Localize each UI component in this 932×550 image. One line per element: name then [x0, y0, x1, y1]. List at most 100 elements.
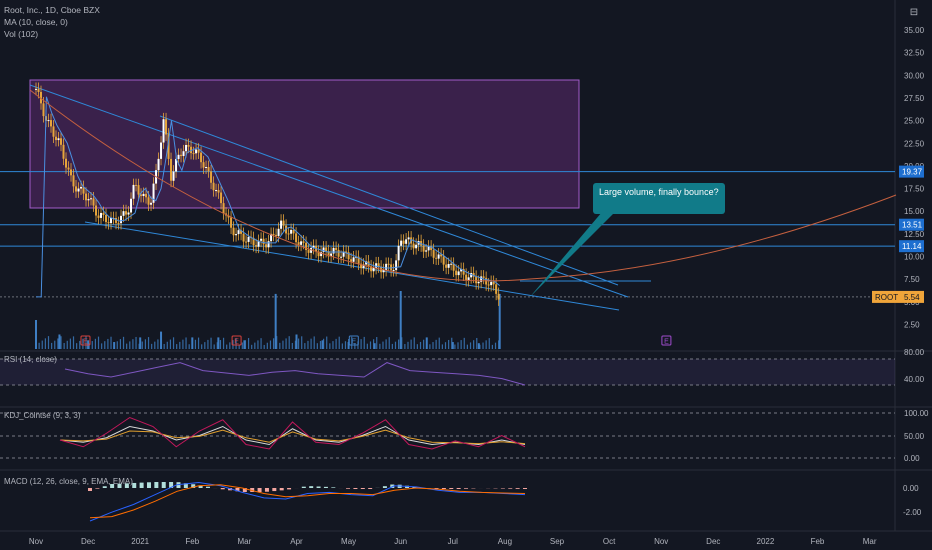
macd-axis-tick: 0.00 — [903, 484, 919, 493]
volume-bar — [107, 338, 109, 349]
volume-bar — [322, 338, 325, 349]
candle-body — [160, 142, 163, 159]
candle-body — [400, 240, 403, 246]
macd-histogram-bar — [434, 488, 439, 489]
candle-body — [467, 277, 470, 281]
candle-body — [317, 251, 320, 257]
candle-body — [245, 241, 248, 243]
macd-histogram-bar — [169, 482, 174, 488]
price-axis-tick: 30.00 — [904, 71, 925, 80]
trendline-lower — [84, 221, 620, 311]
candle-body — [302, 241, 305, 243]
time-axis-tick: Jun — [394, 537, 407, 546]
volume-bar — [326, 336, 328, 349]
volume-bar — [229, 342, 231, 349]
volume-bar — [151, 343, 153, 349]
candle-body — [202, 162, 205, 168]
volume-bar — [438, 337, 440, 349]
candle-body — [447, 263, 450, 268]
macd-histogram-bar — [117, 483, 122, 488]
macd-histogram-bar — [449, 488, 454, 489]
volume-bar — [63, 343, 65, 349]
candle-body — [200, 152, 203, 163]
candle-body — [280, 220, 283, 229]
time-axis-tick: Dec — [81, 537, 95, 546]
candle-body — [390, 264, 393, 271]
candle-body — [272, 233, 275, 235]
volume-bar — [116, 341, 118, 349]
volume-bar — [51, 342, 53, 349]
volume-bar — [491, 344, 493, 349]
volume-bar — [416, 344, 418, 349]
macd-histogram-bar — [346, 488, 351, 489]
candle-body — [377, 263, 380, 267]
volume-bar — [379, 343, 381, 349]
candle-body — [142, 193, 145, 197]
candle-body — [107, 222, 110, 224]
volume-bar — [498, 293, 501, 349]
candle-body — [182, 151, 185, 157]
candle-body — [60, 138, 63, 145]
volume-bar — [338, 336, 340, 349]
candle-body — [282, 220, 285, 226]
candle-body — [432, 250, 435, 258]
time-axis-tick: Mar — [238, 537, 252, 546]
volume-bar — [101, 343, 103, 349]
volume-bar — [485, 340, 487, 349]
level-price-value: 13.51 — [902, 221, 923, 230]
volume-bar — [122, 336, 125, 349]
volume-bar — [401, 337, 403, 349]
rsi-axis-tick: 80.00 — [904, 348, 925, 357]
candle-body — [425, 250, 428, 252]
candle-body — [212, 182, 215, 191]
volume-bar — [154, 341, 156, 349]
volume-bar — [58, 334, 61, 349]
volume-bar — [191, 342, 193, 349]
macd-pane-label: MACD (12, 26, close, 9, EMA, EMA) — [4, 477, 133, 486]
level-price-value: 19.37 — [902, 168, 923, 177]
earnings-marker — [348, 335, 359, 346]
macd-histogram-bar — [183, 483, 188, 488]
candle-body — [122, 211, 125, 216]
candle-body — [412, 243, 415, 249]
candle-body — [55, 136, 58, 141]
macd-histogram-bar — [508, 488, 513, 489]
volume-bar — [157, 339, 159, 349]
volume-bar — [135, 336, 137, 349]
candle-body — [465, 274, 468, 281]
volume-bar — [44, 338, 46, 349]
annotation-callout[interactable]: Large volume, finally bounce? — [593, 183, 725, 214]
candle-body — [105, 214, 108, 223]
earnings-marker-label: E — [83, 339, 88, 346]
macd-histogram-bar — [464, 488, 469, 489]
candle-body — [192, 153, 195, 155]
candle-body — [325, 247, 328, 252]
volume-bar — [235, 337, 237, 349]
time-axis-tick: Apr — [290, 537, 303, 546]
volume-bar — [88, 343, 90, 349]
candle-body — [435, 257, 438, 259]
macd-histogram-bar — [301, 486, 306, 488]
volume-bar — [423, 339, 425, 349]
volume-bar — [441, 344, 443, 349]
candle-body — [235, 234, 238, 236]
candle-body — [392, 270, 395, 272]
volume-bar — [276, 336, 278, 349]
candle-body — [452, 263, 455, 271]
candle-body — [170, 158, 173, 181]
macd-histogram-bar — [309, 486, 314, 488]
candle-body — [190, 146, 193, 154]
candle-body — [70, 169, 73, 176]
candle-body — [140, 194, 143, 197]
volume-bar — [385, 339, 387, 349]
compare-symbol-icon[interactable]: ⊟ — [909, 7, 919, 18]
volume-bar — [35, 345, 37, 349]
volume-bar — [488, 338, 490, 349]
volume-bar — [473, 340, 475, 349]
volume-bar — [69, 338, 71, 349]
volume-bar — [410, 339, 412, 349]
candle-body — [337, 249, 340, 257]
candle-body — [87, 199, 90, 201]
volume-bar — [429, 344, 431, 349]
